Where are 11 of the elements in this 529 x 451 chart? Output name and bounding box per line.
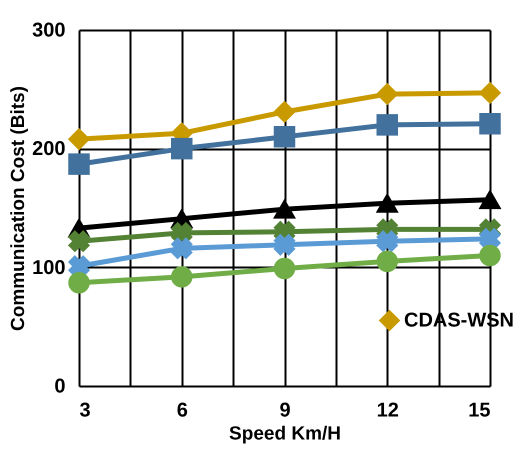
x-axis-title: Speed Km/H bbox=[229, 424, 341, 444]
x-tick-label: 15 bbox=[468, 400, 490, 422]
x-tick-label: 9 bbox=[279, 400, 291, 422]
y-axis-title: Communication Cost (Bits) bbox=[8, 86, 30, 331]
y-tick-label: 0 bbox=[54, 376, 66, 398]
x-tick-label: 12 bbox=[376, 400, 399, 422]
y-tick-label: 300 bbox=[32, 20, 66, 42]
y-tick-label: 200 bbox=[32, 138, 66, 160]
y-tick-label: 100 bbox=[32, 256, 66, 279]
x-tick-label: 6 bbox=[176, 400, 188, 422]
x-tick-label: 3 bbox=[80, 400, 91, 422]
